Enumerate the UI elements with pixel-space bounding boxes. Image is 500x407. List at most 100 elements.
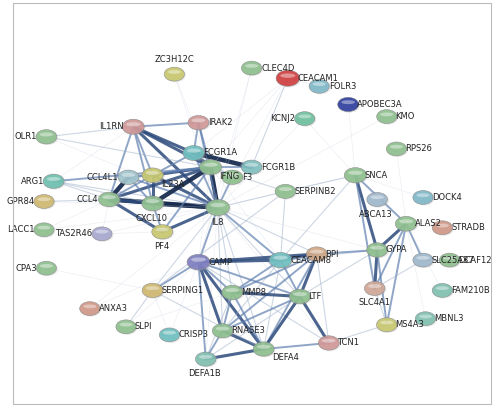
- Ellipse shape: [380, 321, 394, 324]
- Ellipse shape: [312, 82, 326, 86]
- Ellipse shape: [184, 146, 206, 162]
- Text: CCL4L1: CCL4L1: [86, 173, 118, 182]
- Text: TAS2R46: TAS2R46: [55, 229, 92, 239]
- Ellipse shape: [98, 192, 120, 207]
- Ellipse shape: [276, 70, 299, 86]
- Ellipse shape: [40, 133, 53, 136]
- Ellipse shape: [377, 110, 398, 125]
- Ellipse shape: [191, 258, 206, 262]
- Ellipse shape: [432, 284, 454, 298]
- Ellipse shape: [413, 190, 433, 204]
- Text: LTF: LTF: [308, 292, 322, 301]
- Ellipse shape: [34, 195, 56, 210]
- Ellipse shape: [160, 328, 181, 343]
- Ellipse shape: [273, 256, 288, 260]
- Text: CEACAM8: CEACAM8: [290, 256, 331, 265]
- Ellipse shape: [122, 173, 135, 177]
- Ellipse shape: [38, 225, 51, 230]
- Ellipse shape: [146, 171, 160, 175]
- Ellipse shape: [440, 254, 461, 268]
- Ellipse shape: [370, 246, 384, 249]
- Ellipse shape: [253, 342, 274, 356]
- Ellipse shape: [192, 118, 205, 123]
- Ellipse shape: [200, 160, 222, 175]
- Text: KCNJ2: KCNJ2: [270, 114, 295, 123]
- Ellipse shape: [338, 97, 358, 112]
- Text: DEFA1B: DEFA1B: [188, 369, 221, 378]
- Text: FOLR3: FOLR3: [329, 82, 356, 91]
- Ellipse shape: [275, 184, 295, 199]
- Text: CPA3: CPA3: [15, 264, 36, 273]
- Ellipse shape: [96, 230, 108, 234]
- Ellipse shape: [390, 145, 403, 149]
- Text: GPR84: GPR84: [6, 197, 34, 206]
- Text: MBNL3: MBNL3: [434, 314, 464, 323]
- Text: ANXA3: ANXA3: [98, 304, 128, 313]
- Ellipse shape: [196, 352, 216, 366]
- Ellipse shape: [368, 193, 389, 208]
- Ellipse shape: [368, 284, 382, 288]
- Ellipse shape: [43, 174, 64, 188]
- Ellipse shape: [126, 122, 140, 126]
- Ellipse shape: [432, 221, 454, 236]
- Ellipse shape: [416, 312, 437, 327]
- Text: KMO: KMO: [396, 112, 415, 121]
- Ellipse shape: [152, 225, 172, 239]
- Ellipse shape: [102, 195, 116, 199]
- Ellipse shape: [47, 177, 60, 181]
- Ellipse shape: [440, 253, 460, 267]
- Text: MS4A3: MS4A3: [396, 320, 424, 329]
- Text: SLC4A1: SLC4A1: [358, 298, 390, 308]
- Ellipse shape: [436, 286, 449, 290]
- Ellipse shape: [377, 318, 398, 333]
- Ellipse shape: [295, 112, 316, 127]
- Ellipse shape: [416, 312, 436, 326]
- Ellipse shape: [36, 262, 58, 276]
- Ellipse shape: [416, 193, 430, 197]
- Text: MMP8: MMP8: [241, 288, 266, 297]
- Ellipse shape: [80, 302, 102, 317]
- Ellipse shape: [122, 119, 144, 134]
- Text: LACC1: LACC1: [7, 225, 34, 234]
- Ellipse shape: [116, 320, 138, 335]
- Ellipse shape: [142, 284, 165, 299]
- Ellipse shape: [270, 252, 292, 268]
- Ellipse shape: [280, 73, 295, 78]
- Text: IL1RN: IL1RN: [99, 122, 124, 131]
- Ellipse shape: [188, 116, 209, 130]
- Text: SLPI: SLPI: [134, 322, 152, 331]
- Ellipse shape: [365, 282, 386, 297]
- Ellipse shape: [183, 146, 204, 160]
- Text: PF4: PF4: [154, 242, 170, 251]
- Ellipse shape: [414, 254, 434, 268]
- Ellipse shape: [322, 339, 336, 343]
- Text: SERPING1: SERPING1: [162, 286, 203, 295]
- Text: CLEC4D: CLEC4D: [261, 63, 294, 72]
- Ellipse shape: [432, 221, 452, 235]
- Text: ARG1: ARG1: [20, 177, 44, 186]
- Ellipse shape: [413, 253, 433, 267]
- Ellipse shape: [142, 196, 164, 211]
- Ellipse shape: [142, 168, 163, 182]
- Ellipse shape: [226, 173, 239, 177]
- Ellipse shape: [142, 168, 165, 184]
- Text: FCGR1B: FCGR1B: [261, 163, 296, 172]
- Ellipse shape: [116, 320, 136, 334]
- Ellipse shape: [152, 225, 174, 240]
- Ellipse shape: [254, 342, 276, 357]
- Text: IL8: IL8: [212, 218, 224, 227]
- Ellipse shape: [399, 219, 413, 223]
- Ellipse shape: [36, 261, 56, 275]
- Ellipse shape: [306, 247, 327, 261]
- Ellipse shape: [213, 324, 234, 339]
- Text: FCGR1A: FCGR1A: [204, 149, 238, 158]
- Ellipse shape: [348, 171, 362, 175]
- Ellipse shape: [222, 171, 244, 186]
- Text: IRAK2: IRAK2: [208, 118, 233, 127]
- Ellipse shape: [83, 304, 96, 308]
- Ellipse shape: [120, 323, 132, 326]
- Ellipse shape: [199, 355, 212, 359]
- Text: DOCK4: DOCK4: [432, 193, 462, 202]
- Text: F3: F3: [242, 173, 252, 182]
- Ellipse shape: [276, 185, 297, 199]
